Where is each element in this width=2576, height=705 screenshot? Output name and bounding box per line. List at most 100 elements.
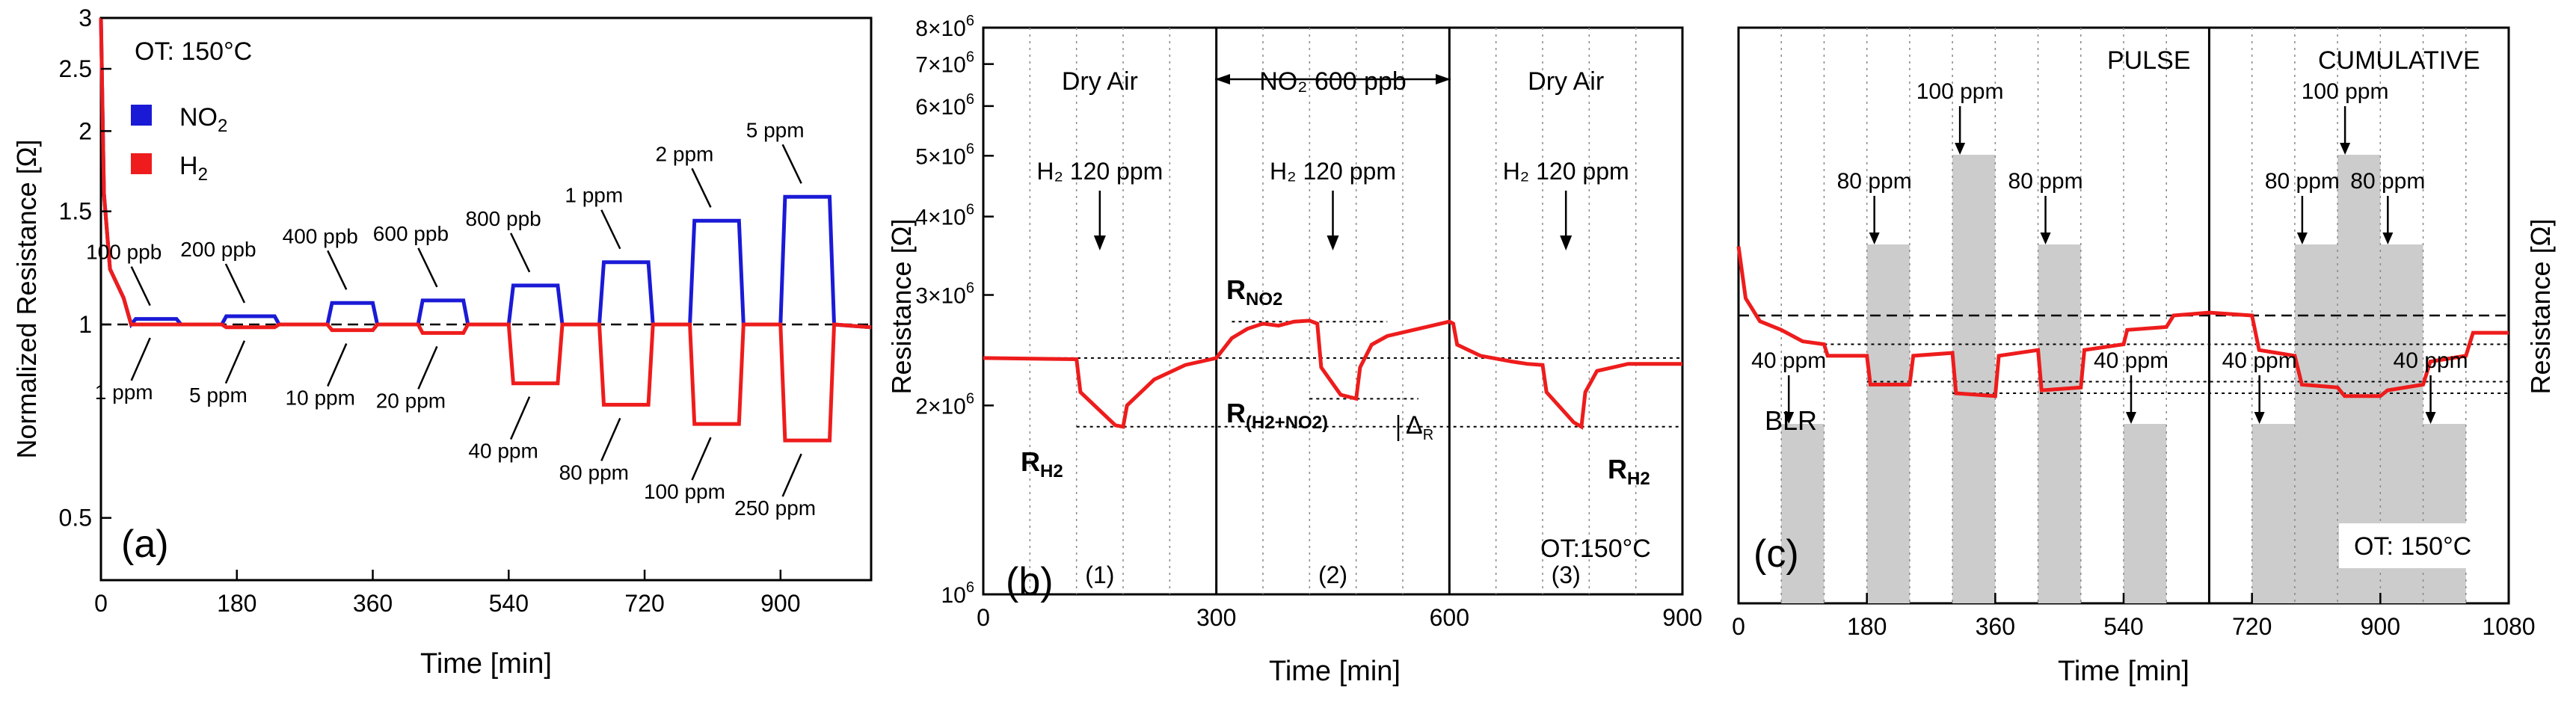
h2-peak-arrow (781, 453, 802, 497)
c-ppm-label: 80 ppm (2350, 169, 2425, 194)
mode-cumulative-label: CUMULATIVE (2318, 46, 2480, 75)
c-ppm-arrowhead (2382, 233, 2394, 244)
no2-peak-label: 200 ppb (180, 238, 256, 261)
no2-peak-label: 800 ppb (466, 207, 541, 230)
b-segment-label: NO₂ 600 ppb (1259, 67, 1407, 96)
panel-c-condition-box (2339, 523, 2496, 568)
b-segment-label: Dry Air (1062, 67, 1138, 96)
no2-peak-label: 1 ppm (565, 184, 623, 207)
c-concentration-bar (2251, 424, 2295, 603)
c-ppm-label: 100 ppm (1916, 79, 2004, 104)
c-concentration-bar (1781, 424, 1825, 603)
panel-b-frame (982, 26, 1684, 596)
c-xtick-label: 1080 (2482, 613, 2535, 640)
c-xtick-label: 900 (2361, 613, 2400, 640)
b-ytick-label: 6×106 (915, 91, 974, 120)
panel-c-ylabel: Resistance [Ω] (2525, 218, 2556, 394)
h2-peak-arrow (509, 396, 531, 440)
panel-c-blr-label: BLR (1765, 405, 1817, 436)
no2-peak-arrow (417, 247, 438, 288)
c-ppm-arrowhead (2254, 412, 2265, 424)
no2-span-arrowhead-right (1436, 74, 1451, 84)
b-ytick-label: 4×106 (915, 202, 974, 230)
b-segment-number: (2) (1318, 561, 1347, 588)
no2-peak-label: 600 ppb (373, 222, 449, 245)
c-concentration-bar (1952, 155, 1996, 603)
panel-c-grid (1739, 28, 2509, 603)
c-ppm-label: 40 ppm (1751, 348, 1826, 373)
h2-peak-arrow (224, 340, 246, 384)
legend-h2-label: H2 (179, 152, 208, 185)
panel-a-xticks: 0 180 360 540 720 900 (94, 570, 801, 617)
panel-a-yticks: 0.5 1 1.5 2 2.5 3 (59, 4, 111, 532)
c-xtick-label: 0 (1732, 613, 1745, 640)
panel-b-condition: OT:150°C (1540, 535, 1651, 563)
no2-peak-arrow (130, 266, 151, 307)
a-ytick-label: 1 (79, 311, 92, 338)
a-xtick-label: 0 (94, 590, 108, 617)
panel-b-segment-labels: Dry Air H₂ 120 ppm (1) NO₂ 600 ppb H₂ 120 pp… (1036, 67, 1629, 588)
no2-peak-arrow (781, 144, 802, 184)
b-ytick-label: 7×106 (915, 49, 974, 78)
c-ppm-label: 80 ppm (2265, 169, 2340, 194)
a-xtick-label: 900 (760, 590, 800, 617)
c-ppm-arrowhead (2425, 412, 2436, 424)
r-h2-label-1: RH2 (1021, 446, 1063, 481)
r-mix-label: R(H2+NO2) (1226, 398, 1328, 433)
legend-no2-swatch (131, 105, 152, 126)
c-concentration-bar (2038, 244, 2081, 603)
c-concentration-bar (2124, 424, 2167, 603)
h2-peak-arrow (327, 343, 348, 387)
a-ytick-label: 0.5 (59, 505, 92, 532)
panel-a-tag: (a) (121, 523, 169, 566)
panel-b: 0 300 600 900 2×106 3×106 4×106 5×106 6×106 7×10… (886, 13, 1703, 687)
r-no2-label: RNO2 (1226, 274, 1282, 310)
panel-b-xticks: 0 300 600 900 (977, 584, 1703, 631)
panel-b-tag: (b) (1006, 560, 1054, 603)
c-ppm-label: 100 ppm (2302, 79, 2389, 104)
panel-c-series (1736, 246, 2509, 398)
no2-peak-label: 100 ppb (86, 241, 162, 264)
r-h2-label-2: RH2 (1608, 454, 1650, 489)
a-xtick-label: 540 (489, 590, 529, 617)
b-ytick-label: 2×106 (915, 390, 974, 419)
c-xtick-label: 180 (1847, 613, 1887, 640)
c-concentration-bar (1866, 244, 1910, 603)
panel-a-peak-labels: 100 ppb 200 ppb 400 ppb 600 ppb 800 ppb 1 ppm… (86, 118, 816, 520)
h2-peak-arrow (130, 337, 151, 381)
legend-h2-swatch (131, 153, 152, 174)
no2-peak-arrow (691, 167, 712, 208)
panel-b-yticks: 2×106 3×106 4×106 5×106 6×106 7×106 8×106 106 (915, 13, 994, 608)
c-ppm-arrowhead (1955, 143, 1966, 155)
no2-peak-arrow (509, 233, 531, 273)
no2-peak-label: 400 ppb (283, 224, 358, 247)
b-ytick-label: 5×106 (915, 141, 974, 169)
panel-a-condition: OT: 150°C (135, 37, 252, 66)
panel-a-xlabel: Time [min] (420, 648, 552, 680)
no2-peak-arrow (600, 209, 621, 250)
b-xtick-label: 300 (1196, 604, 1236, 631)
b-resistance-line (983, 318, 1682, 430)
legend-no2-label: NO2 (179, 103, 227, 136)
b-segment-label: Dry Air (1528, 67, 1604, 96)
h2-peak-arrow (600, 417, 621, 461)
no2-peak-label: 5 ppm (746, 118, 805, 141)
c-ppm-arrowhead (1783, 412, 1795, 424)
h2-peak-label: 250 ppm (734, 496, 816, 520)
panel-b-grid (983, 28, 1682, 594)
H2-line (99, 17, 872, 443)
b-ytick-min-label: 106 (941, 579, 975, 608)
panel-b-series (983, 318, 1682, 430)
b-ytick-label: 8×106 (915, 13, 974, 41)
b-injection-arrowhead (1093, 235, 1106, 250)
c-ppm-label: 40 ppm (2094, 348, 2168, 373)
c-xtick-label: 360 (1976, 613, 2015, 640)
c-concentration-bar (2294, 244, 2338, 603)
b-segment-number: (1) (1085, 561, 1114, 588)
b-xtick-label: 900 (1662, 604, 1702, 631)
c-ppm-arrowhead (2340, 143, 2351, 155)
h2-peak-label: 1 ppm (95, 381, 153, 404)
b-segment-number: (3) (1552, 561, 1581, 588)
c-resistance-line (1736, 246, 2509, 398)
c-ppm-label: 80 ppm (1837, 169, 1912, 194)
